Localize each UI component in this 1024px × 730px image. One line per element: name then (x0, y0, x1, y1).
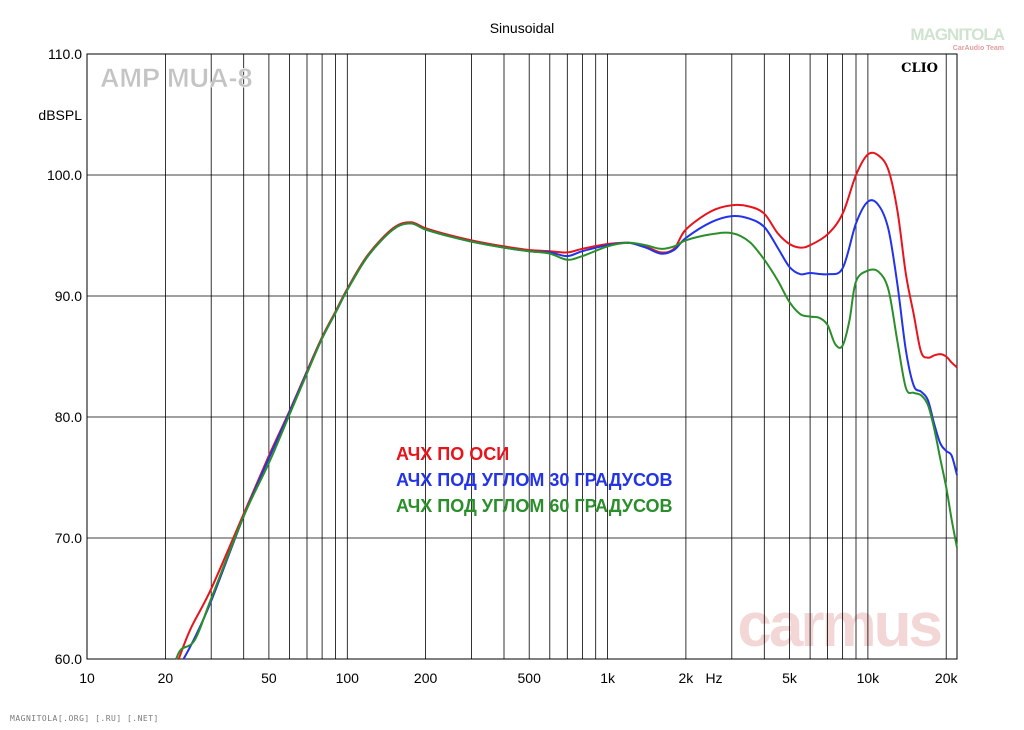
y-tick-label: 80.0 (55, 409, 82, 425)
grid (87, 54, 957, 659)
footer-text: MAGNITOLA[.ORG] [.RU] [.NET] (10, 714, 159, 723)
x-tick-label: 20 (158, 670, 174, 686)
x-tick-label: 2k (679, 670, 695, 686)
y-tick-label: 90.0 (55, 288, 82, 304)
amp-model-label: AMP MUA-8 (100, 63, 253, 93)
y-tick-label: 70.0 (55, 530, 82, 546)
magnitola-logo: MAGNITOLA CarAudio Team (910, 25, 1005, 52)
series-line-3 (175, 222, 958, 660)
y-axis-label: dBSPL (38, 107, 82, 123)
plot-frame (86, 53, 958, 660)
legend-entry-2: АЧХ ПОД УГЛОМ 30 ГРАДУСОВ (396, 470, 673, 490)
series-group (175, 151, 958, 660)
legend-entry-3: АЧХ ПОД УГЛОМ 60 ГРАДУСОВ (396, 496, 673, 516)
x-tick-label: 200 (414, 670, 438, 686)
x-tick-labels: 10 20 50 100 200 500 1k 2k 5k 10k 20k (79, 670, 958, 686)
x-tick-label: 100 (336, 670, 360, 686)
y-tick-label: 60.0 (55, 651, 82, 667)
x-tick-label: 500 (518, 670, 542, 686)
x-tick-label: 5k (782, 670, 798, 686)
x-tick-label: 10 (79, 670, 95, 686)
y-tick-label: 110.0 (48, 46, 82, 62)
brand-top-text: MAGNITOLA (910, 25, 1004, 44)
chart-title: Sinusoidal (490, 20, 555, 36)
x-tick-label: 20k (935, 670, 959, 686)
x-tick-label: 1k (600, 670, 616, 686)
brand-sub-text: CarAudio Team (953, 45, 1004, 52)
carmus-watermark: carmus (737, 591, 940, 660)
clio-label: CLIO (901, 61, 938, 76)
legend: АЧХ ПО ОСИ АЧХ ПОД УГЛОМ 30 ГРАДУСОВ АЧХ П… (396, 444, 673, 516)
x-tick-label: 10k (857, 670, 881, 686)
series-line-1 (177, 151, 958, 660)
y-tick-labels: 60.0 70.0 80.0 90.0 100.0 110.0 (47, 46, 82, 667)
y-tick-label: 100.0 (47, 167, 82, 183)
legend-entry-1: АЧХ ПО ОСИ (396, 444, 509, 464)
x-axis-label: Hz (705, 670, 722, 686)
x-tick-label: 50 (261, 670, 277, 686)
